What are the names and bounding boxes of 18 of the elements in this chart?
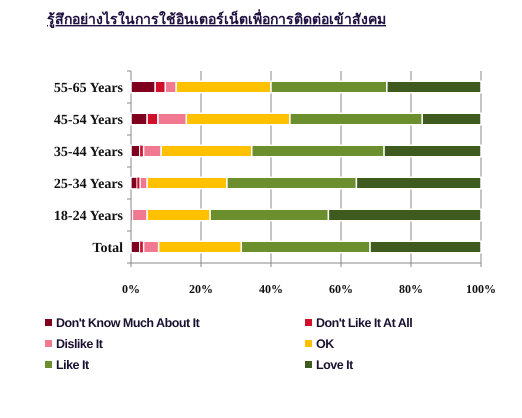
- y-tick-label: 35-44 Years: [54, 145, 124, 160]
- x-tick-label: 40%: [259, 282, 283, 296]
- x-tick-label: 100%: [466, 282, 496, 296]
- x-tick-label: 20%: [189, 282, 213, 296]
- x-tick-label: 60%: [329, 282, 353, 296]
- legend-label: Dislike It: [56, 337, 104, 351]
- legend-label: Don't Know Much About It: [56, 316, 201, 330]
- x-tick-label: 0%: [122, 282, 140, 296]
- legend-label: Don't Like It At All: [316, 316, 412, 330]
- y-tick-label: 25-34 Years: [54, 177, 124, 192]
- y-tick-label: 18-24 Years: [54, 209, 124, 224]
- legend-label: Like It: [56, 358, 90, 372]
- y-tick-label: 55-65 Years: [54, 81, 124, 96]
- y-tick-label: 45-54 Years: [54, 113, 124, 128]
- x-tick-label: 80%: [399, 282, 423, 296]
- y-tick-label: Total: [92, 241, 124, 256]
- legend-label: Love It: [316, 358, 354, 372]
- legend-label: OK: [316, 337, 334, 351]
